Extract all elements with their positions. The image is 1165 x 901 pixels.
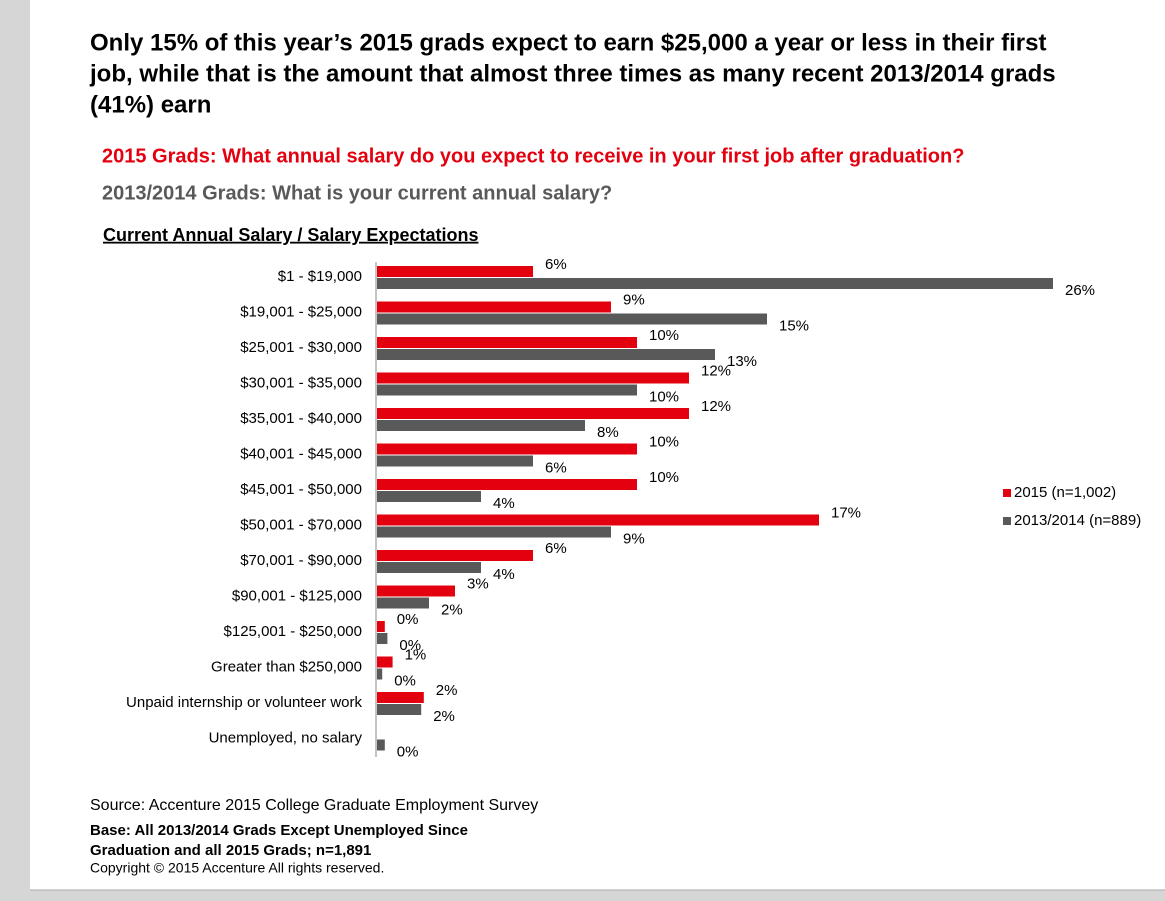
bar — [377, 633, 388, 644]
bar — [377, 562, 481, 573]
copyright: Copyright © 2015 Accenture All rights re… — [90, 860, 384, 876]
legend-swatch — [1003, 517, 1011, 525]
value-label: 10% — [649, 327, 679, 344]
bar — [377, 479, 637, 490]
bar — [377, 420, 585, 431]
value-label: 0% — [399, 637, 421, 654]
bar — [377, 656, 393, 668]
bar — [377, 455, 533, 467]
category-label: $70,001 - $90,000 — [240, 552, 362, 569]
category-label: $1 - $19,000 — [278, 268, 362, 285]
category-label: $45,001 - $50,000 — [240, 481, 362, 498]
bar — [377, 597, 429, 609]
bar — [377, 313, 767, 325]
bar — [377, 384, 637, 396]
value-label: 2% — [433, 708, 455, 725]
bar — [377, 491, 481, 502]
source: Source: Accenture 2015 College Graduate … — [90, 797, 538, 814]
bar — [377, 372, 689, 384]
value-label: 2% — [441, 601, 463, 618]
category-label: $125,001 - $250,000 — [224, 623, 362, 640]
value-label: 6% — [545, 459, 567, 476]
bar — [377, 739, 385, 751]
category-label: $40,001 - $45,000 — [240, 445, 362, 462]
category-label: Unemployed, no salary — [209, 729, 363, 746]
value-label: 6% — [545, 256, 567, 273]
value-label: 9% — [623, 291, 645, 308]
category-label: $35,001 - $40,000 — [240, 410, 362, 427]
base-note: Graduation and all 2015 Grads; n=1,891 — [90, 842, 371, 859]
bar — [377, 585, 455, 597]
bar — [377, 704, 422, 715]
category-label: $19,001 - $25,000 — [240, 303, 362, 320]
value-label: 12% — [701, 398, 731, 415]
value-label: 2% — [436, 682, 458, 699]
category-label: $30,001 - $35,000 — [240, 374, 362, 391]
bar — [377, 514, 819, 526]
category-label: $50,001 - $70,000 — [240, 516, 362, 533]
value-label: 12% — [701, 362, 731, 379]
bar — [377, 668, 383, 680]
bar — [377, 278, 1053, 289]
bar — [377, 621, 385, 632]
category-label: $25,001 - $30,000 — [240, 339, 362, 356]
bar — [377, 266, 533, 277]
base-note: Base: All 2013/2014 Grads Except Unemplo… — [90, 822, 468, 839]
legend-label: 2013/2014 (n=889) — [1014, 512, 1141, 529]
value-label: 8% — [597, 424, 619, 441]
axis-label: Current Annual Salary / Salary Expectati… — [103, 225, 478, 245]
bar — [377, 337, 637, 348]
value-label: 10% — [649, 469, 679, 486]
bar — [377, 692, 424, 703]
title-line: Only 15% of this year’s 2015 grads expec… — [90, 29, 1046, 56]
value-label: 10% — [649, 433, 679, 450]
value-label: 0% — [397, 611, 419, 628]
category-label: Greater than $250,000 — [211, 658, 362, 675]
bar — [377, 301, 611, 313]
value-label: 3% — [467, 575, 489, 592]
category-label: $90,001 - $125,000 — [232, 587, 362, 604]
title-line: job, while that is the amount that almos… — [89, 60, 1056, 87]
value-label: 6% — [545, 540, 567, 557]
value-label: 10% — [649, 388, 679, 405]
legend-swatch — [1003, 489, 1011, 497]
value-label: 9% — [623, 530, 645, 547]
bar — [377, 550, 533, 561]
bar — [377, 526, 611, 538]
value-label: 1% — [405, 646, 427, 663]
value-label: 4% — [493, 566, 515, 583]
bar — [377, 349, 715, 360]
legend-label: 2015 (n=1,002) — [1014, 484, 1116, 501]
subtitle: 2015 Grads: What annual salary do you ex… — [102, 145, 964, 167]
category-label: Unpaid internship or volunteer work — [126, 694, 362, 711]
value-label: 0% — [394, 672, 416, 689]
value-label: 15% — [779, 317, 809, 334]
value-label: 0% — [397, 743, 419, 760]
value-label: 13% — [727, 353, 757, 370]
value-label: 17% — [831, 504, 861, 521]
subtitle: 2013/2014 Grads: What is your current an… — [102, 182, 612, 204]
bar — [377, 408, 689, 419]
bar — [377, 443, 637, 455]
title-line: (41%) earn — [90, 91, 211, 118]
value-label: 26% — [1065, 282, 1095, 299]
value-label: 4% — [493, 495, 515, 512]
